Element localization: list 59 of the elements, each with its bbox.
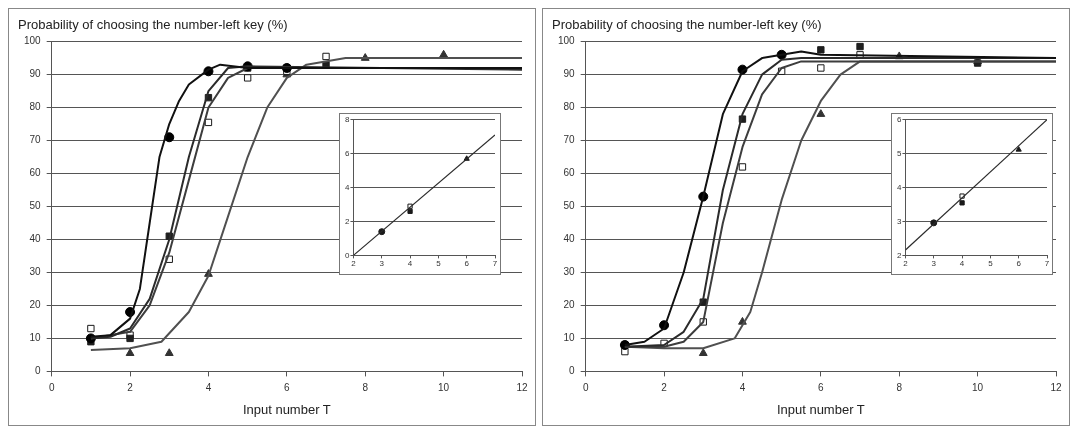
y-tick-label: 60 bbox=[563, 167, 576, 179]
y-tick-label: 70 bbox=[563, 134, 576, 146]
y-tick-label: 20 bbox=[563, 299, 576, 311]
x-tick-label: 3 bbox=[931, 259, 937, 269]
y-tick-label: 0 bbox=[345, 250, 350, 260]
x-tick-label: 4 bbox=[959, 259, 965, 269]
y-tick-label: 3 bbox=[897, 216, 902, 226]
y-tick-label: 80 bbox=[563, 101, 576, 113]
x-tick-label: 8 bbox=[362, 382, 369, 394]
y-tick-label: 50 bbox=[29, 200, 42, 212]
x-tick-label: 2 bbox=[661, 382, 668, 394]
x-axis-title: Input number T bbox=[776, 401, 865, 417]
y-tick-label: 90 bbox=[563, 68, 576, 80]
x-tick-label: 5 bbox=[988, 259, 994, 269]
x-tick-label: 7 bbox=[492, 259, 498, 269]
y-tick-label: 5 bbox=[897, 148, 902, 158]
x-tick-label: 12 bbox=[516, 382, 528, 394]
y-tick-label: 60 bbox=[29, 167, 42, 179]
y-tick-label: 4 bbox=[345, 182, 350, 192]
y-tick-label: 2 bbox=[345, 216, 350, 226]
y-tick-label: 40 bbox=[563, 233, 576, 245]
y-tick-label: 20 bbox=[29, 299, 42, 311]
x-tick-label: 5 bbox=[436, 259, 442, 269]
y-tick-label: 80 bbox=[29, 101, 42, 113]
y-tick-label: 2 bbox=[897, 250, 902, 260]
x-tick-label: 3 bbox=[379, 259, 385, 269]
y-tick-label: 100 bbox=[24, 35, 42, 47]
x-tick-label: 10 bbox=[438, 382, 450, 394]
x-tick-label: 6 bbox=[1016, 259, 1022, 269]
x-tick-label: 6 bbox=[284, 382, 291, 394]
x-tick-label: 7 bbox=[1044, 259, 1050, 269]
x-axis-title: Input number T bbox=[242, 401, 331, 417]
y-tick-label: 0 bbox=[569, 365, 576, 377]
y-tick-label: 70 bbox=[29, 134, 42, 146]
x-tick-label: 6 bbox=[464, 259, 470, 269]
y-tick-label: 4 bbox=[897, 182, 902, 192]
chart-title: Probability of choosing the number-left key (%) bbox=[18, 17, 288, 33]
y-tick-label: 90 bbox=[29, 68, 42, 80]
x-tick-label: 4 bbox=[739, 382, 746, 394]
y-tick-label: 10 bbox=[563, 332, 576, 344]
y-tick-label: 6 bbox=[345, 148, 350, 158]
x-tick-label: 4 bbox=[205, 382, 212, 394]
y-tick-label: 30 bbox=[563, 266, 576, 278]
y-tick-label: 8 bbox=[345, 115, 350, 124]
x-tick-label: 4 bbox=[407, 259, 413, 269]
y-tick-label: 40 bbox=[29, 233, 42, 245]
y-tick-label: 30 bbox=[29, 266, 42, 278]
x-tick-label: 12 bbox=[1050, 382, 1062, 394]
x-tick-label: 2 bbox=[127, 382, 134, 394]
x-tick-label: 10 bbox=[972, 382, 984, 394]
y-tick-label: 0 bbox=[35, 365, 42, 377]
y-tick-label: 10 bbox=[29, 332, 42, 344]
y-tick-label: 100 bbox=[558, 35, 576, 47]
x-tick-label: 0 bbox=[582, 382, 589, 394]
y-tick-label: 6 bbox=[897, 115, 902, 124]
x-tick-label: 6 bbox=[818, 382, 825, 394]
y-tick-label: 50 bbox=[563, 200, 576, 212]
x-tick-label: 0 bbox=[48, 382, 55, 394]
chart-title: Probability of choosing the number-left key (%) bbox=[552, 17, 822, 33]
